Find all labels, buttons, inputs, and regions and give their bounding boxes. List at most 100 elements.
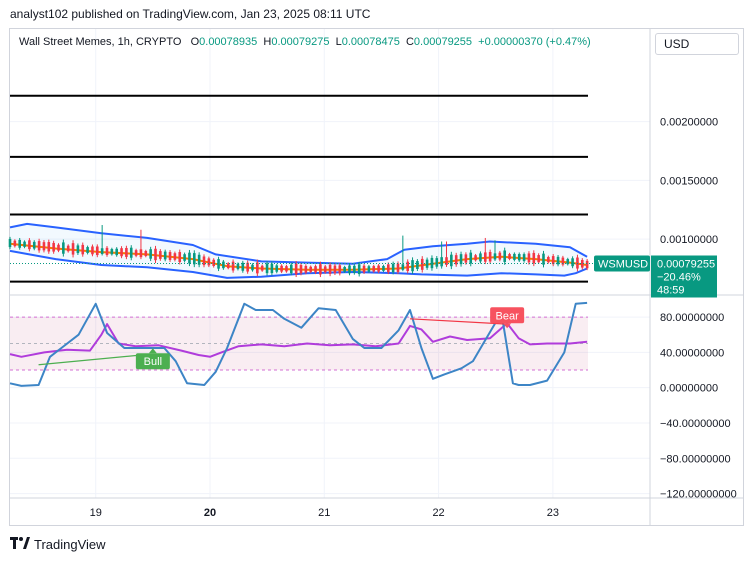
candle-body	[435, 258, 439, 267]
legend-open-value: 0.00078935	[199, 36, 258, 48]
candle-body	[561, 257, 565, 265]
currency-selector[interactable]: USD	[655, 33, 739, 55]
candle-body	[566, 259, 570, 265]
candle-body	[222, 261, 225, 269]
candle-body	[580, 260, 584, 268]
candle-body	[469, 252, 473, 264]
candle-body	[440, 257, 443, 267]
candle-body	[493, 253, 497, 260]
time-tick-label: 20	[204, 507, 216, 519]
bear-label-box	[490, 307, 525, 324]
candle-body	[542, 253, 545, 265]
legend-open-label: O	[190, 36, 200, 48]
candle-body	[52, 242, 55, 252]
candle-body	[246, 262, 249, 272]
osc-tick-label: −80.00000000	[660, 453, 731, 465]
candle-body	[483, 252, 487, 262]
candle-body	[513, 253, 516, 260]
candle-body	[551, 256, 555, 265]
price-tag-value: 0.00079255	[657, 259, 715, 271]
candle-body	[556, 256, 560, 265]
candle-body	[459, 254, 463, 265]
candle-body	[168, 252, 172, 260]
candle-body	[163, 251, 167, 260]
candle-body	[420, 258, 424, 270]
bull-label-pointer	[148, 348, 157, 354]
osc-tick-label: −40.00000000	[660, 418, 731, 430]
candle-body	[401, 264, 405, 270]
time-tick-label: 19	[90, 507, 102, 519]
candle-body	[547, 256, 550, 263]
candle-body	[23, 241, 26, 247]
bear-label-pointer	[503, 323, 512, 329]
candle-body	[236, 263, 240, 270]
bear-label-text: Bear	[496, 310, 520, 322]
candle-body	[18, 239, 21, 248]
candle-body	[406, 261, 409, 272]
candle-body	[256, 262, 259, 274]
candle-body	[144, 250, 148, 257]
bull-label-text: Bull	[144, 356, 162, 368]
candle-body	[314, 266, 317, 273]
candle-body	[323, 266, 327, 273]
candle-body	[226, 263, 230, 269]
candle-body	[13, 240, 17, 247]
candle-body	[115, 248, 118, 256]
candle-body	[149, 249, 152, 259]
bull-label-box	[135, 353, 170, 370]
ohlc-legend: Wall Street Memes, 1h, CRYPTO O0.0007893…	[19, 36, 591, 48]
axis-layer: 0.00200000 0.00150000 0.00100000 80.0000000…	[90, 117, 737, 519]
bull-trendline	[38, 354, 142, 366]
candle-body	[95, 246, 99, 256]
candle-body	[105, 247, 109, 256]
candle-body	[100, 248, 104, 255]
candle-body	[217, 259, 220, 269]
candle-body	[120, 248, 123, 257]
candle-body	[537, 255, 540, 263]
time-tick-label: 21	[318, 507, 330, 519]
candle-body	[81, 244, 85, 255]
chart-frame	[9, 28, 744, 526]
candle-body	[309, 266, 312, 272]
bear-trendline	[409, 318, 508, 325]
candle-body	[154, 248, 157, 261]
osc-tick-label: 0.00000000	[660, 383, 718, 395]
symbol-tag	[594, 255, 650, 272]
rsi-line	[9, 322, 588, 358]
candle-body	[71, 243, 75, 255]
candle-body	[382, 265, 385, 271]
price-tag	[651, 255, 717, 298]
candle-body	[241, 262, 245, 271]
candle-body	[522, 254, 526, 261]
candle-body	[348, 265, 351, 274]
legend-symbol: Wall Street Memes, 1h, CRYPTO	[19, 36, 182, 48]
tradingview-logo-icon	[10, 537, 30, 552]
legend-change: +0.00000370 (+0.47%)	[478, 36, 591, 48]
candle-body	[285, 266, 288, 272]
candle-body	[28, 240, 31, 250]
candle-body	[178, 252, 182, 262]
candle-body	[134, 250, 138, 256]
osc-tick-label: 40.00000000	[660, 347, 724, 359]
candle-body	[202, 256, 206, 266]
candle-body	[319, 264, 322, 275]
candle-body	[386, 264, 390, 273]
candle-body	[192, 253, 196, 265]
candle-body	[197, 254, 201, 265]
candle-body	[32, 241, 36, 249]
candle-body	[532, 252, 536, 264]
candle-body	[488, 251, 492, 262]
candle-body	[377, 265, 380, 272]
tradingview-logo[interactable]: TradingView	[10, 537, 106, 552]
bb-lower-line	[9, 249, 588, 279]
candle-body	[57, 244, 60, 251]
candle-body	[125, 247, 128, 257]
candle-body	[333, 265, 337, 274]
price-tag-change: −20.46%	[657, 272, 701, 284]
candle-body	[474, 255, 477, 261]
candle-body	[338, 265, 342, 274]
candle-body	[479, 253, 482, 262]
legend-low-label: L	[335, 36, 342, 48]
candle-body	[304, 265, 308, 273]
